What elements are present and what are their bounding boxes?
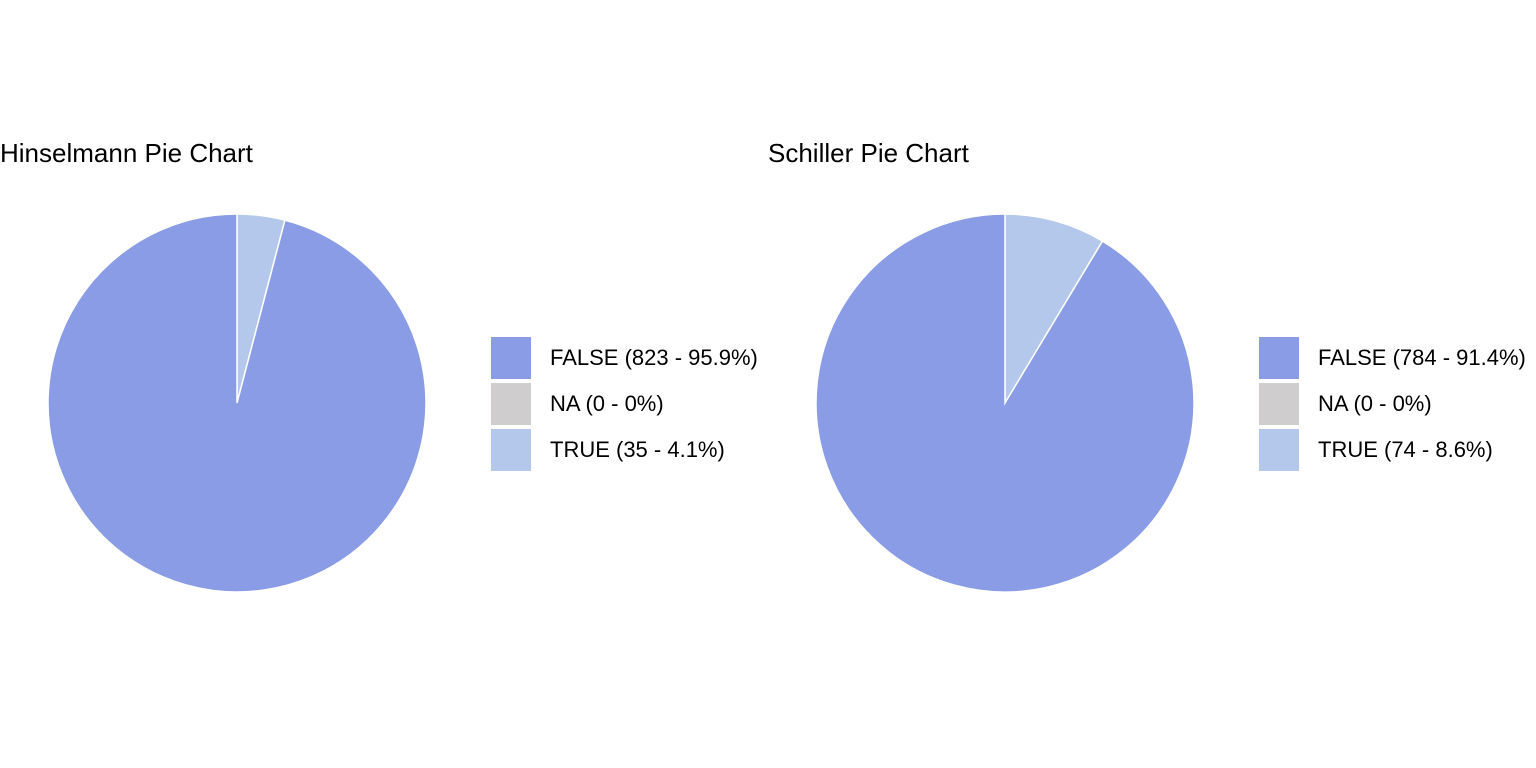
legend-key-false: [491, 337, 531, 379]
schiller-pie: [815, 213, 1195, 593]
legend-label-false: FALSE (784 - 91.4%): [1318, 345, 1526, 370]
pie-slice-false: [47, 213, 427, 593]
chart-title: Hinselmann Pie Chart: [0, 138, 253, 168]
schiller-chart-panel: Schiller Pie Chart FALSE (784 - 91.4%) N…: [768, 0, 1536, 768]
legend-item-na: NA (0 - 0%): [1259, 383, 1526, 425]
legend-key-true: [491, 429, 531, 471]
chart-title: Schiller Pie Chart: [768, 138, 969, 168]
legend-label-na: NA (0 - 0%): [550, 391, 664, 416]
legend-item-true: TRUE (35 - 4.1%): [491, 429, 758, 471]
legend-label-false: FALSE (823 - 95.9%): [550, 345, 758, 370]
legend-label-true: TRUE (35 - 4.1%): [550, 437, 725, 462]
legend-item-false: FALSE (784 - 91.4%): [1259, 337, 1526, 379]
legend-item-na: NA (0 - 0%): [491, 383, 758, 425]
pie-slice-true: [1004, 213, 1104, 406]
hinselmann-chart-panel: Hinselmann Pie Chart FALSE (823 - 95.9%)…: [0, 138, 758, 593]
pie-slice-false: [815, 213, 1195, 593]
legend-key-true: [1259, 429, 1299, 471]
schiller-legend: FALSE (784 - 91.4%) NA (0 - 0%) TRUE (74…: [1259, 337, 1526, 475]
legend-label-na: NA (0 - 0%): [1318, 391, 1432, 416]
legend-item-false: FALSE (823 - 95.9%): [491, 337, 758, 379]
legend-label-true: TRUE (74 - 8.6%): [1318, 437, 1493, 462]
legend-key-na: [1259, 383, 1299, 425]
legend-key-na: [491, 383, 531, 425]
hinselmann-legend: FALSE (823 - 95.9%) NA (0 - 0%) TRUE (35…: [491, 337, 758, 475]
legend-key-false: [1259, 337, 1299, 379]
legend-item-true: TRUE (74 - 8.6%): [1259, 429, 1526, 471]
hinselmann-pie: [47, 213, 427, 593]
